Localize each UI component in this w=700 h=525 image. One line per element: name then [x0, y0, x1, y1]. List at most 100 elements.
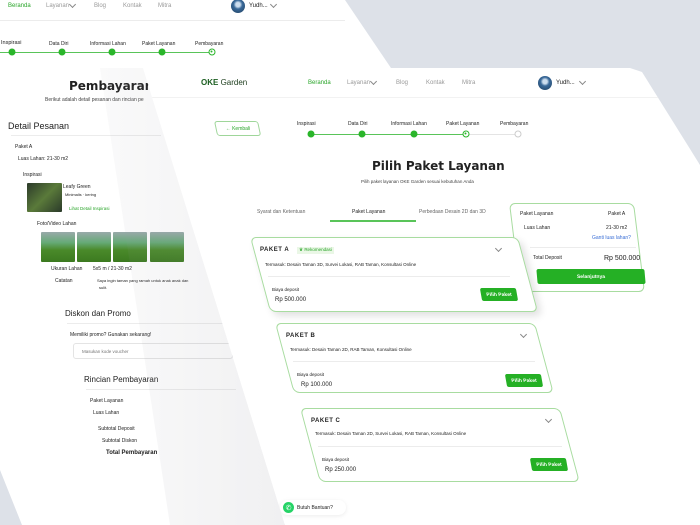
- detail-paket: Paket A: [15, 144, 33, 150]
- nav-blog[interactable]: Blog: [94, 3, 107, 9]
- land-photo[interactable]: [150, 232, 184, 262]
- rincian-item: Paket Layanan: [90, 398, 124, 404]
- step-label: Pembayaran: [195, 41, 224, 47]
- nav-kontak[interactable]: Kontak: [426, 80, 445, 86]
- inspirasi-tags: Minimalis · kering: [65, 192, 97, 197]
- total-deposit-value: Rp 500.000: [604, 255, 641, 262]
- step-label: Informasi Lahan: [391, 121, 427, 127]
- step-pending-icon: [514, 130, 522, 138]
- package-name: PAKET B: [286, 333, 316, 339]
- package-name: PAKET A: [260, 247, 290, 253]
- next-button[interactable]: Selanjutnya: [536, 269, 646, 284]
- stepper-line-done: [311, 133, 466, 135]
- nav-mitra[interactable]: Mitra: [158, 3, 172, 9]
- land-photo[interactable]: [113, 232, 147, 262]
- chevron-down-icon: [68, 0, 77, 9]
- page-title: Pilih Paket Layanan: [372, 159, 505, 173]
- package-name: PAKET C: [311, 418, 341, 424]
- catatan-label: Catatan: [55, 278, 73, 284]
- step-done-icon: [108, 48, 116, 56]
- divider: [293, 361, 535, 362]
- section-heading: Diskon dan Promo: [65, 309, 131, 318]
- step-current-icon: [208, 48, 216, 56]
- logo: OKE Garden: [201, 78, 248, 87]
- section-heading: Rincian Pembayaran: [84, 375, 159, 384]
- nav-layanan[interactable]: Layanan: [46, 3, 70, 9]
- step-current-icon: [462, 130, 470, 138]
- deposit-price: Rp 250.000: [325, 467, 357, 473]
- package-includes: Termasuk: Desain Taman 3D, Survei Lokasi…: [265, 262, 417, 267]
- summary-luas-value: 21-30 m2: [606, 225, 628, 231]
- summary-paket-value: Paket A: [608, 211, 626, 217]
- choose-package-button[interactable]: Pilih Paket: [529, 458, 569, 471]
- inspirasi-thumbnail[interactable]: [27, 183, 62, 212]
- step-label: Informasi Lahan: [90, 41, 126, 47]
- stepper-line-todo: [466, 133, 518, 135]
- divider: [318, 446, 562, 447]
- deposit-label: Biaya deposit: [322, 457, 350, 462]
- nav-kontak[interactable]: Kontak: [123, 3, 142, 9]
- step-label: Paket Layanan: [446, 121, 480, 127]
- nav-mitra[interactable]: Mitra: [462, 80, 476, 86]
- step-label: Data Diri: [49, 41, 69, 47]
- nav-beranda[interactable]: Beranda: [308, 80, 331, 86]
- step-done-icon: [8, 48, 16, 56]
- page-subtitle: Pilih paket layanan OKE Garden sesuai ke…: [361, 179, 474, 184]
- nav-beranda[interactable]: Beranda: [8, 3, 31, 9]
- summary-luas-label: Luas Lahan: [524, 225, 551, 231]
- user-name[interactable]: Yudh...: [556, 80, 575, 86]
- back-button[interactable]: ← Kembali: [214, 121, 262, 136]
- choose-package-button[interactable]: Pilih Paket: [479, 288, 519, 301]
- active-tab-indicator: [330, 220, 416, 222]
- land-photo[interactable]: [41, 232, 75, 262]
- inspirasi-name: Leafy Green: [63, 184, 91, 190]
- total-deposit-label: Total Deposit: [533, 255, 562, 261]
- crown-icon: ♛: [299, 247, 304, 252]
- nav-blog[interactable]: Blog: [396, 80, 409, 86]
- step-done-icon: [410, 130, 418, 138]
- deposit-label: Biaya deposit: [297, 372, 325, 377]
- tab-perbedaan[interactable]: Perbedaan Desain 2D dan 3D: [419, 209, 486, 215]
- ukuran-label: Ukuran Lahan: [51, 266, 83, 272]
- ukuran-value: 5x5 m / 21-30 m2: [93, 266, 132, 272]
- help-button[interactable]: ✆ Butuh Bantuan?: [280, 500, 346, 515]
- land-photo[interactable]: [77, 232, 111, 262]
- nav-layanan[interactable]: Layanan: [347, 80, 371, 86]
- whatsapp-icon: ✆: [283, 502, 294, 513]
- stepper-line: [0, 51, 212, 53]
- summary-paket-label: Paket Layanan: [520, 211, 554, 217]
- step-done-icon: [58, 48, 66, 56]
- avatar[interactable]: [538, 76, 552, 90]
- deposit-price: Rp 500.000: [275, 297, 307, 303]
- step-done-icon: [358, 130, 366, 138]
- inspirasi-detail-link[interactable]: Lihat Detail Inspirasi: [69, 206, 110, 211]
- deposit-label: Biaya deposit: [272, 287, 300, 292]
- chevron-down-icon[interactable]: [269, 0, 278, 9]
- rincian-item: Subtotal Deposit: [98, 426, 135, 432]
- chevron-down-icon[interactable]: [578, 77, 587, 86]
- divider: [11, 135, 161, 136]
- step-done-icon: [307, 130, 315, 138]
- choose-package-button[interactable]: Pilih Paket: [504, 374, 544, 387]
- step-label: Paket Layanan: [142, 41, 176, 47]
- divider: [67, 323, 227, 324]
- header-divider: [145, 97, 665, 98]
- total-label: Total Pembayaran: [106, 450, 158, 456]
- deposit-price: Rp 100.000: [301, 382, 333, 388]
- avatar[interactable]: [231, 0, 245, 13]
- rincian-item: Luas Lahan: [93, 410, 120, 416]
- tab-paket-layanan[interactable]: Paket Layanan: [352, 209, 386, 215]
- tab-syarat[interactable]: Syarat dan Ketentuan: [257, 209, 306, 215]
- step-label: Pembayaran: [500, 121, 529, 127]
- step-label: Inspirasi: [1, 40, 22, 46]
- detail-luas: Luas Lahan: 21-30 m2: [18, 156, 69, 162]
- inspirasi-label: Inspirasi: [23, 172, 42, 178]
- change-land-size-link[interactable]: Ganti luas lahan?: [592, 235, 631, 241]
- foto-label: Foto/Video Lahan: [37, 221, 77, 227]
- divider: [530, 247, 636, 248]
- rincian-item: Subtotal Diskon: [102, 438, 138, 444]
- page-title: Pembayaran D: [69, 80, 167, 92]
- package-includes: Termasuk: Desain Taman 2D, Survei Lokasi…: [315, 431, 467, 436]
- user-name[interactable]: Yudh...: [249, 3, 268, 9]
- divider: [268, 276, 510, 277]
